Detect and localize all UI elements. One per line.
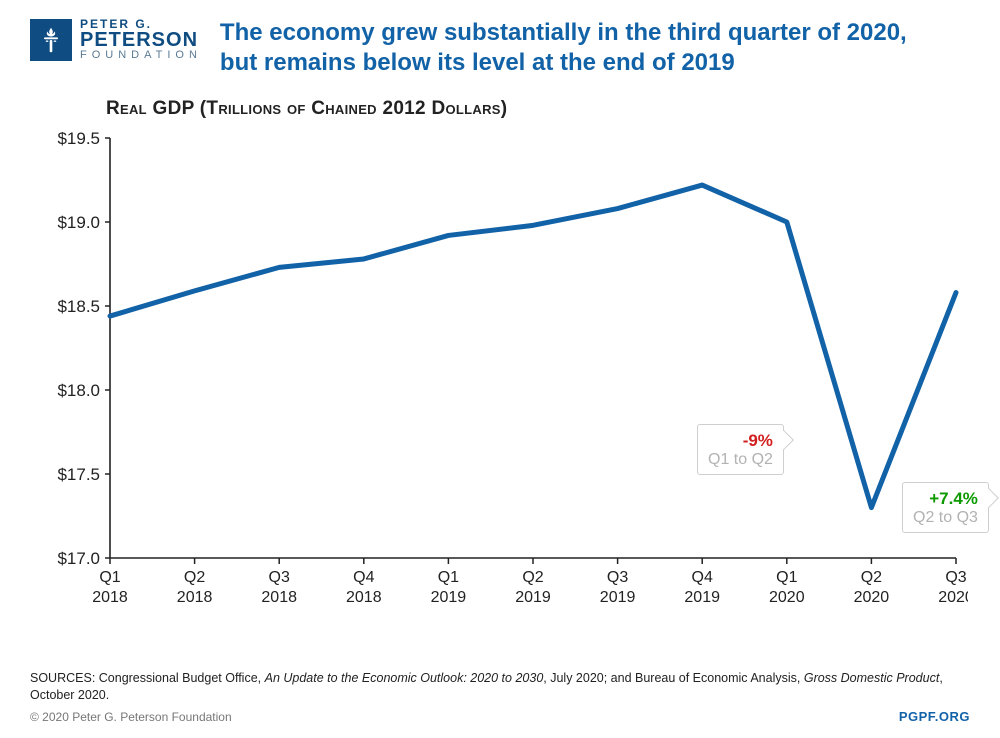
callout-tail <box>979 488 999 508</box>
svg-text:Q3: Q3 <box>945 569 966 586</box>
logo-line3: FOUNDATION <box>80 50 202 61</box>
svg-text:Q4: Q4 <box>692 569 713 586</box>
svg-text:2018: 2018 <box>261 589 297 606</box>
svg-text:2020: 2020 <box>938 589 968 606</box>
logo-line2: PETERSON <box>80 30 202 50</box>
svg-text:2020: 2020 <box>854 589 890 606</box>
logo-text: PETER G. PETERSON FOUNDATION <box>80 18 202 61</box>
svg-text:$18.5: $18.5 <box>57 297 100 316</box>
torch-icon <box>37 26 65 54</box>
svg-text:Q2: Q2 <box>184 569 205 586</box>
svg-text:Q1: Q1 <box>776 569 797 586</box>
site-link[interactable]: PGPF.ORG <box>899 709 970 724</box>
callout-range: Q1 to Q2 <box>708 451 773 469</box>
svg-text:Q4: Q4 <box>353 569 374 586</box>
callout-range: Q2 to Q3 <box>913 509 978 527</box>
svg-text:2019: 2019 <box>684 589 720 606</box>
svg-text:Q3: Q3 <box>607 569 628 586</box>
chart-headline: The economy grew substantially in the th… <box>220 18 940 78</box>
logo: PETER G. PETERSON FOUNDATION <box>30 18 202 61</box>
svg-text:$17.5: $17.5 <box>57 465 100 484</box>
sources-text: SOURCES: Congressional Budget Office, An… <box>30 670 970 704</box>
svg-text:Q2: Q2 <box>861 569 882 586</box>
svg-text:$18.0: $18.0 <box>57 381 100 400</box>
logo-mark <box>30 19 72 61</box>
svg-text:$19.0: $19.0 <box>57 213 100 232</box>
svg-text:2019: 2019 <box>515 589 551 606</box>
callout-pct: -9% <box>708 431 773 451</box>
chart-area: $17.0 $17.5 $18.0 $18.5 $19.0 $19.5 Q1 2018 Q2 20… <box>48 132 968 622</box>
svg-text:$17.0: $17.0 <box>57 549 100 568</box>
header: PETER G. PETERSON FOUNDATION The economy… <box>0 0 1000 78</box>
svg-text:2019: 2019 <box>431 589 467 606</box>
svg-text:$19.5: $19.5 <box>57 132 100 148</box>
copyright-text: © 2020 Peter G. Peterson Foundation <box>30 710 232 724</box>
callout: +7.4%Q2 to Q3 <box>902 482 989 533</box>
callout-pct: +7.4% <box>913 489 978 509</box>
svg-text:2018: 2018 <box>177 589 213 606</box>
svg-text:Q3: Q3 <box>269 569 290 586</box>
svg-text:Q2: Q2 <box>522 569 543 586</box>
svg-text:2020: 2020 <box>769 589 805 606</box>
svg-text:2018: 2018 <box>92 589 128 606</box>
svg-text:2019: 2019 <box>600 589 636 606</box>
chart-subtitle: Real GDP (Trillions of Chained 2012 Doll… <box>106 98 1000 120</box>
line-chart: $17.0 $17.5 $18.0 $18.5 $19.0 $19.5 Q1 2018 Q2 20… <box>48 132 968 622</box>
svg-text:Q1: Q1 <box>438 569 459 586</box>
callout: -9%Q1 to Q2 <box>697 424 784 475</box>
svg-text:Q1: Q1 <box>99 569 120 586</box>
svg-text:2018: 2018 <box>346 589 382 606</box>
